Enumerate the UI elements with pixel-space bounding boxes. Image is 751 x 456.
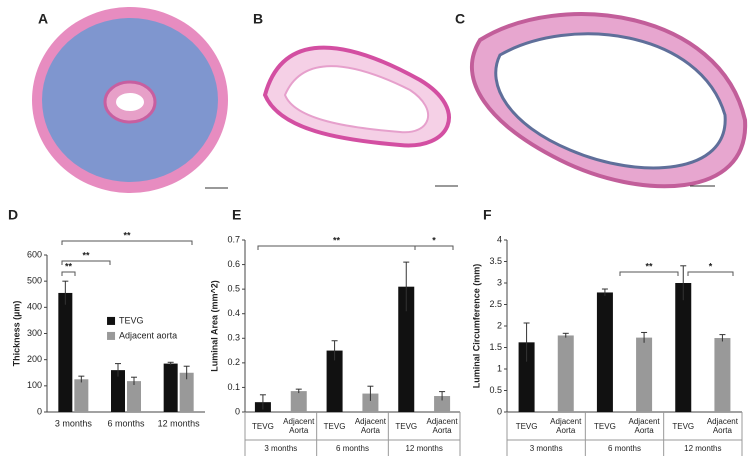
x-tick-label: 12 months: [684, 443, 722, 453]
y-tick-label: 400: [27, 302, 42, 312]
significance-bracket: [687, 271, 734, 276]
legend-swatch: [107, 331, 116, 340]
annotation: **: [333, 235, 341, 245]
bar: [179, 372, 194, 412]
panel-label: D: [8, 207, 18, 223]
annotation: *: [432, 235, 436, 245]
bar-label: TEVG: [594, 421, 616, 431]
panel-label: A: [38, 11, 48, 27]
bar-label: TEVG: [672, 421, 695, 431]
y-tick-label: 3.5: [489, 256, 502, 266]
bar-label: Adjacent Aorta: [550, 417, 582, 435]
y-tick-label: 500: [27, 276, 42, 286]
panel-label: B: [253, 11, 263, 27]
y-axis-label: Luminal Area (mm^2): [209, 280, 219, 371]
bar-label: TEVG: [252, 421, 274, 431]
y-tick-label: 0.7: [227, 234, 240, 244]
y-tick-label: 200: [27, 354, 42, 364]
y-tick-label: 0.3: [227, 333, 240, 343]
bar-label: Adjacent Aorta: [426, 417, 458, 435]
legend-swatch: [107, 316, 116, 325]
bar: [714, 338, 731, 412]
bar: [58, 292, 73, 412]
x-tick-label: 3 months: [264, 443, 298, 453]
panel-label: F: [483, 207, 492, 223]
bar: [518, 342, 535, 412]
y-tick-label: 0: [235, 406, 240, 416]
bar-label: TEVG: [323, 421, 346, 431]
bar-label: TEVG: [395, 421, 418, 431]
bar-label: Adjacent Aorta: [628, 417, 660, 435]
panel-label: C: [455, 11, 465, 27]
bar: [326, 350, 343, 412]
annotation: *: [709, 261, 713, 271]
legend-label: Adjacent aorta: [119, 330, 177, 340]
bar: [434, 396, 451, 412]
x-tick-label: 3 months: [55, 418, 93, 428]
y-tick-label: 0.6: [227, 259, 240, 269]
bar: [596, 292, 613, 412]
bar: [74, 379, 89, 412]
x-tick-label: 3 months: [529, 443, 563, 453]
bar-label: TEVG: [515, 421, 538, 431]
annotation: **: [123, 230, 131, 240]
bar: [163, 363, 178, 412]
image-c: [469, 12, 748, 189]
y-tick-label: 4: [497, 234, 502, 244]
y-tick-label: 1: [497, 363, 502, 373]
image-b: [262, 45, 458, 187]
x-tick-label: 12 months: [158, 418, 201, 428]
annotation: **: [82, 250, 90, 260]
bar: [636, 337, 653, 412]
y-tick-label: 2: [497, 320, 502, 330]
bar: [362, 393, 379, 412]
y-tick-label: 600: [27, 249, 42, 259]
bar: [398, 286, 415, 412]
bar: [290, 391, 307, 412]
y-tick-label: 0.5: [489, 385, 502, 395]
panel-label: E: [232, 207, 241, 223]
bar: [111, 370, 125, 412]
y-axis-label: Luminal Circumference (mm): [471, 264, 481, 389]
bar-label: Adjacent Aorta: [354, 417, 386, 435]
significance-bracket: [61, 271, 76, 276]
annotation: **: [645, 261, 653, 271]
x-tick-label: 6 months: [608, 443, 641, 453]
y-tick-label: 300: [27, 328, 42, 338]
x-tick-label: 6 months: [336, 443, 369, 453]
y-tick-label: 100: [27, 380, 42, 390]
y-tick-label: 0.5: [227, 284, 240, 294]
significance-bracket: [414, 245, 454, 250]
y-tick-label: 0.4: [227, 308, 240, 318]
significance-bracket: [61, 240, 193, 245]
y-tick-label: 3: [497, 277, 502, 287]
legend-label: TEVG: [119, 315, 144, 325]
bar-label: Adjacent Aorta: [706, 417, 738, 435]
significance-bracket: [619, 271, 679, 276]
annotation: **: [65, 261, 73, 271]
significance-bracket: [61, 260, 111, 265]
y-tick-label: 0.1: [227, 382, 240, 392]
image-a: [32, 7, 228, 193]
x-tick-label: 6 months: [107, 418, 145, 428]
bar: [127, 381, 141, 412]
bar: [675, 283, 692, 412]
y-tick-label: 1.5: [489, 342, 502, 352]
y-tick-label: 0: [37, 406, 42, 416]
bar: [557, 335, 574, 412]
y-tick-label: 0: [497, 406, 502, 416]
y-tick-label: 0.2: [227, 357, 240, 367]
significance-bracket: [257, 245, 416, 250]
y-axis-label: Thickness (µm): [11, 301, 21, 367]
x-tick-label: 12 months: [405, 443, 443, 453]
y-tick-label: 2.5: [489, 299, 502, 309]
bar-label: Adjacent Aorta: [283, 417, 315, 435]
